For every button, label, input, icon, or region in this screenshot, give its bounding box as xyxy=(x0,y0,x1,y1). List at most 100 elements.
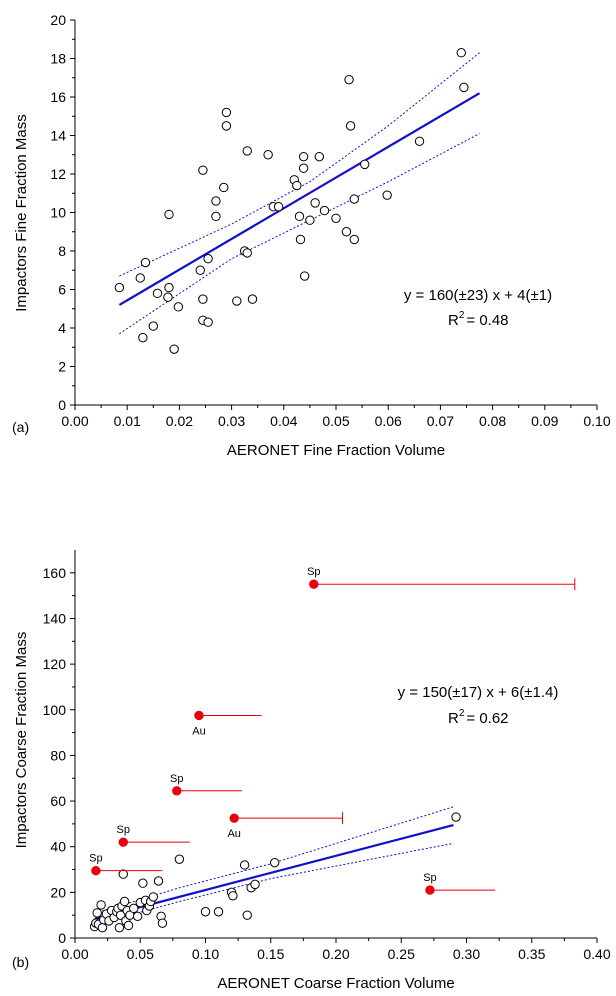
x-tick-label: 0.07 xyxy=(427,413,454,429)
x-tick-label: 0.40 xyxy=(583,946,610,962)
upper-confidence-line xyxy=(94,806,454,914)
data-point xyxy=(135,273,145,283)
data-point xyxy=(169,344,179,354)
data-point xyxy=(298,163,309,173)
data-point xyxy=(242,146,252,156)
data-point xyxy=(153,876,164,886)
data-point xyxy=(152,288,163,299)
panel-b-label: (b) xyxy=(12,954,29,970)
data-point xyxy=(298,151,309,162)
panel-b-data-points xyxy=(89,812,461,933)
x-tick-label: 0.10 xyxy=(583,413,610,429)
y-tick-label: 20 xyxy=(50,12,66,28)
x-tick-label: 0.06 xyxy=(375,413,402,429)
outlier-label: Sp xyxy=(423,872,436,884)
x-tick-label: 0.10 xyxy=(192,946,219,962)
y-tick-label: 14 xyxy=(50,128,66,144)
x-tick-label: 0.02 xyxy=(166,413,193,429)
data-point xyxy=(174,854,185,864)
panel-a-confidence-band xyxy=(119,52,480,335)
data-point xyxy=(211,211,221,222)
panel-b-r-squared: R2 = 0.62 xyxy=(448,708,509,727)
data-point xyxy=(148,892,159,902)
y-tick-label: 18 xyxy=(50,51,66,67)
regression-fit-line xyxy=(118,92,481,306)
y-tick-label: 8 xyxy=(58,243,66,259)
x-tick-label: 0.04 xyxy=(270,413,297,429)
y-tick-label: 20 xyxy=(50,884,66,900)
lower-confidence-line xyxy=(119,133,480,335)
data-point xyxy=(138,878,148,888)
data-point xyxy=(164,282,174,293)
data-point xyxy=(203,254,213,264)
outlier-label: Au xyxy=(192,725,205,737)
data-point xyxy=(247,294,258,304)
data-point xyxy=(232,296,242,306)
data-point xyxy=(269,857,280,868)
y-tick-label: 40 xyxy=(50,839,66,855)
outlier-label: Au xyxy=(227,828,240,840)
data-point xyxy=(414,136,425,146)
panel-b-outlier-points: Sp Au Sp Au Sp Sp Sp xyxy=(89,566,576,895)
x-tick-label: 0.05 xyxy=(127,946,154,962)
data-point xyxy=(273,202,284,212)
data-point xyxy=(294,211,305,222)
data-point xyxy=(228,891,238,901)
y-tick-label: 60 xyxy=(50,793,66,809)
outlier-label: Sp xyxy=(89,853,102,865)
x-tick-label: 0.03 xyxy=(218,413,245,429)
data-point xyxy=(213,907,224,917)
x-tick-label: 0.05 xyxy=(322,413,349,429)
data-point xyxy=(203,317,213,327)
panel-b-regression-equation: y = 150(±17) x + 6(±1.4) xyxy=(398,684,559,701)
y-tick-label: 120 xyxy=(43,656,67,672)
data-point xyxy=(349,194,359,204)
outlier-point xyxy=(309,579,319,589)
panel-b-coarse-fraction-chart: 0.00 0.05 0.10 0.15 0.20 0.25 0.30 0.35 0.40 0 20… xyxy=(12,550,611,992)
data-point xyxy=(96,900,106,910)
data-point xyxy=(115,910,126,920)
data-point xyxy=(459,82,469,93)
panel-b-y-axis-title: Impactors Coarse Fraction Mass xyxy=(13,632,30,849)
outlier-point xyxy=(118,837,128,847)
outlier-label: Sp xyxy=(307,566,320,578)
data-point xyxy=(451,812,461,822)
panel-b-x-ticks: 0.00 0.05 0.10 0.15 0.20 0.25 0.30 0.35 0.40 xyxy=(61,938,611,962)
y-tick-label: 12 xyxy=(50,166,66,182)
data-point xyxy=(319,205,330,216)
panel-a-x-ticks: 0.00 0.01 0.02 0.03 0.04 0.05 0.06 0.07 0.08 0.09… xyxy=(61,405,611,429)
y-tick-label: 16 xyxy=(50,89,66,105)
y-tick-label: 160 xyxy=(43,565,67,581)
data-point xyxy=(173,302,184,312)
data-point xyxy=(221,107,232,118)
panel-a-r-squared: R2 = 0.48 xyxy=(448,310,509,329)
outlier-point xyxy=(229,813,239,823)
panel-a-label: (a) xyxy=(12,419,29,435)
data-point xyxy=(456,48,466,58)
panel-a-x-axis-title: AERONET Fine Fraction Volume xyxy=(227,442,445,459)
data-point xyxy=(299,271,310,281)
data-point xyxy=(360,159,370,170)
y-tick-label: 2 xyxy=(58,359,66,375)
data-point xyxy=(129,903,139,914)
data-point xyxy=(123,920,134,931)
panel-a-regression-line xyxy=(118,92,481,306)
y-tick-label: 80 xyxy=(50,747,66,763)
x-tick-label: 0.01 xyxy=(114,413,141,429)
panel-a-data-points xyxy=(114,48,469,354)
panel-a-y-axis-title: Impactors Fine Fraction Mass xyxy=(13,114,30,312)
data-point xyxy=(331,213,341,223)
data-point xyxy=(382,190,392,200)
outlier-point xyxy=(425,885,435,895)
data-point xyxy=(132,911,143,922)
panel-a-fine-fraction-chart: 0.00 0.01 0.02 0.03 0.04 0.05 0.06 0.07 0.08 0.09… xyxy=(12,12,611,459)
data-point xyxy=(349,234,359,245)
data-point xyxy=(305,215,315,225)
data-point xyxy=(119,896,130,907)
data-point xyxy=(195,265,205,275)
data-point xyxy=(148,321,159,331)
data-point xyxy=(157,918,168,928)
y-tick-label: 0 xyxy=(58,930,66,946)
y-tick-label: 10 xyxy=(50,205,66,221)
